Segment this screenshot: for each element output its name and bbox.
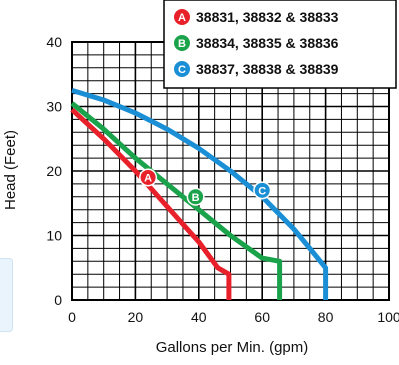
y-tick-label: 30 (46, 99, 62, 115)
legend-badge-b (174, 35, 190, 51)
series-line-a (70, 107, 232, 300)
curve-badge-letter: A (144, 172, 152, 184)
x-tick-label: 40 (191, 309, 207, 325)
curve-badge-a (140, 169, 156, 185)
x-tick-label: 60 (254, 309, 270, 325)
curve-badge-c (254, 182, 270, 198)
legend-entry-label: 38837, 38838 & 38839 (196, 61, 339, 77)
y-tick-label: 20 (46, 163, 62, 179)
legend: A 38831, 38832 & 38833 B 38834, 38835 & 388… (163, 0, 397, 89)
curve-badge-letter: C (258, 185, 266, 197)
curve-badge-letter: B (192, 192, 200, 204)
curve-label-layer: A B C (139, 168, 272, 206)
x-tick-label: 0 (68, 309, 76, 325)
y-tick-label: 0 (54, 292, 62, 308)
y-axis-label: Head (Feet) (2, 130, 19, 210)
legend-badge-a (174, 9, 190, 25)
series-line-b (70, 101, 283, 300)
series-layer (70, 88, 329, 300)
x-tick-label: 20 (128, 309, 144, 325)
legend-badge-letter: C (178, 64, 186, 76)
y-tick-label: 40 (46, 34, 62, 50)
x-axis-label: Gallons per Min. (gpm) (156, 339, 309, 356)
series-line-c (71, 88, 329, 300)
legend-box (163, 0, 397, 89)
curve-badge-b (188, 189, 204, 205)
y-tick-label: 10 (46, 228, 62, 244)
x-tick-label: 80 (318, 309, 334, 325)
legend-entry-label: 38831, 38832 & 38833 (196, 9, 339, 25)
legend-badge-letter: B (178, 38, 186, 50)
legend-entry-label: 38834, 38835 & 38836 (196, 35, 339, 51)
x-tick-label: 100 (377, 309, 399, 325)
legend-badge-c (174, 61, 190, 77)
side-panel-edge (0, 258, 13, 332)
legend-badge-letter: A (178, 12, 186, 24)
